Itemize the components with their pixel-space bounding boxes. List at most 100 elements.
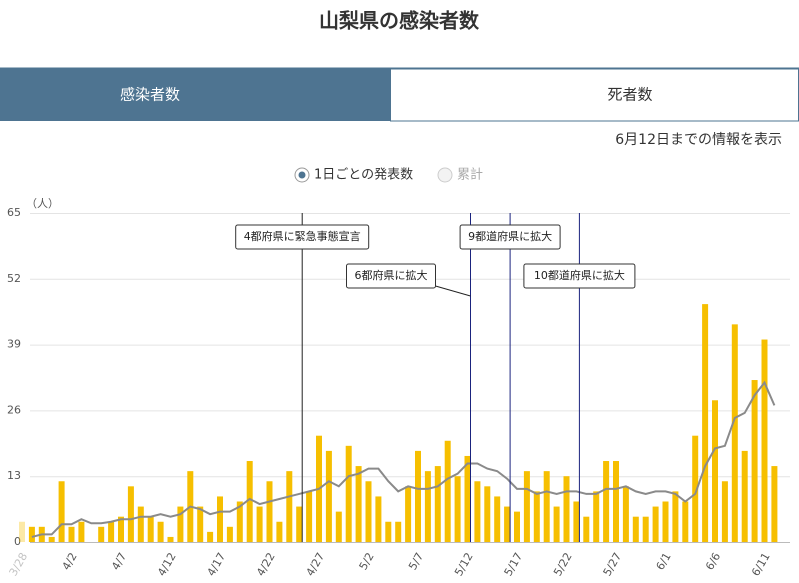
bar [662,501,669,542]
bar [226,526,233,542]
annotation-leader [435,285,471,297]
x-tick-label: 5/7 [406,550,426,572]
bar [276,521,283,542]
bar [177,506,184,542]
bar [622,486,629,542]
bar [543,471,550,542]
bar [523,471,530,542]
bar [751,380,758,542]
bar [563,476,570,542]
bar [167,536,174,542]
bar [335,511,342,542]
bar [197,506,204,542]
x-tick-label: 4/22 [254,551,278,579]
x-tick-label: 4/27 [304,551,328,579]
bar [642,516,649,542]
bar [236,501,243,542]
bar [731,324,738,542]
bar [613,461,619,542]
x-tick-label: 4/12 [155,551,179,579]
x-tick-label: 6/1 [654,551,674,573]
bar [355,466,362,542]
x-tick-label: 5/22 [551,551,575,579]
bar [118,516,124,542]
bar [246,461,253,542]
bar [464,455,471,542]
bar [771,466,778,542]
bar [68,526,75,542]
bar [652,506,659,542]
bar [533,491,540,542]
radio[interactable] [437,167,453,183]
bar [484,486,491,542]
radio-dot [298,171,306,179]
bar [78,521,85,542]
tab-label[interactable]: 死者数 [607,86,652,104]
bar [702,304,709,542]
bar [514,511,520,542]
bar [28,526,35,542]
annotation-label: 4都府県に緊急事態宣言 [244,229,361,243]
bar [256,506,263,542]
x-tick-label: 4/2 [60,551,80,573]
bar [682,501,689,542]
x-tick-label: 4/7 [109,550,129,572]
bar [761,339,768,542]
y-axis-label: （人） [26,197,59,210]
x-tick-label: 4/17 [205,551,229,579]
bar [741,450,748,542]
bar [712,400,718,542]
bar [434,466,441,542]
y-tick-label: 26 [7,403,21,416]
bar [306,491,313,542]
tab-active[interactable] [0,69,390,121]
annotation-box [346,263,436,289]
bar [266,481,273,542]
bar [137,506,144,542]
bar [415,450,421,542]
bar [157,521,164,542]
bar [58,481,65,542]
bar [424,471,431,542]
bar [147,516,154,542]
bar [108,521,115,542]
bar [405,486,412,542]
bar [573,501,580,542]
bar [583,516,590,542]
bar [474,481,481,542]
bar [19,521,25,542]
x-tick-label: 5/2 [357,551,377,573]
bar [98,526,105,542]
bar [217,496,223,542]
bar [672,491,679,542]
annotation-label: 9都道府県に拡大 [468,229,552,243]
x-tick-label: 5/17 [502,551,526,579]
radio-label[interactable]: 1日ごとの発表数 [314,167,413,183]
average-line [31,380,776,538]
page-title: 山梨県の感染者数 [319,9,480,33]
bar [504,506,511,542]
y-tick-label: 52 [7,272,21,285]
tab[interactable] [390,68,799,122]
info-text: 6月12日までの情報を表示 [615,132,782,148]
bar [325,450,332,542]
bar [444,440,451,542]
bar [286,471,293,542]
x-tick-label: 5/27 [601,551,625,579]
bar [593,491,600,542]
annotation-box [459,224,561,250]
x-tick-label: 6/11 [749,551,773,579]
x-tick-label: 3/28 [7,551,31,579]
tab-label[interactable]: 感染者数 [120,86,180,104]
y-tick-label: 39 [7,338,21,351]
annotation-label: 10都道府県に拡大 [534,268,625,282]
bar [375,496,382,542]
annotation-box [523,263,636,289]
radio-label[interactable]: 累計 [457,167,483,183]
bar [296,506,303,542]
x-tick-label: 5/12 [452,551,476,579]
bar [632,516,639,542]
bar [494,496,501,542]
annotation-label: 6都府県に拡大 [355,268,428,282]
